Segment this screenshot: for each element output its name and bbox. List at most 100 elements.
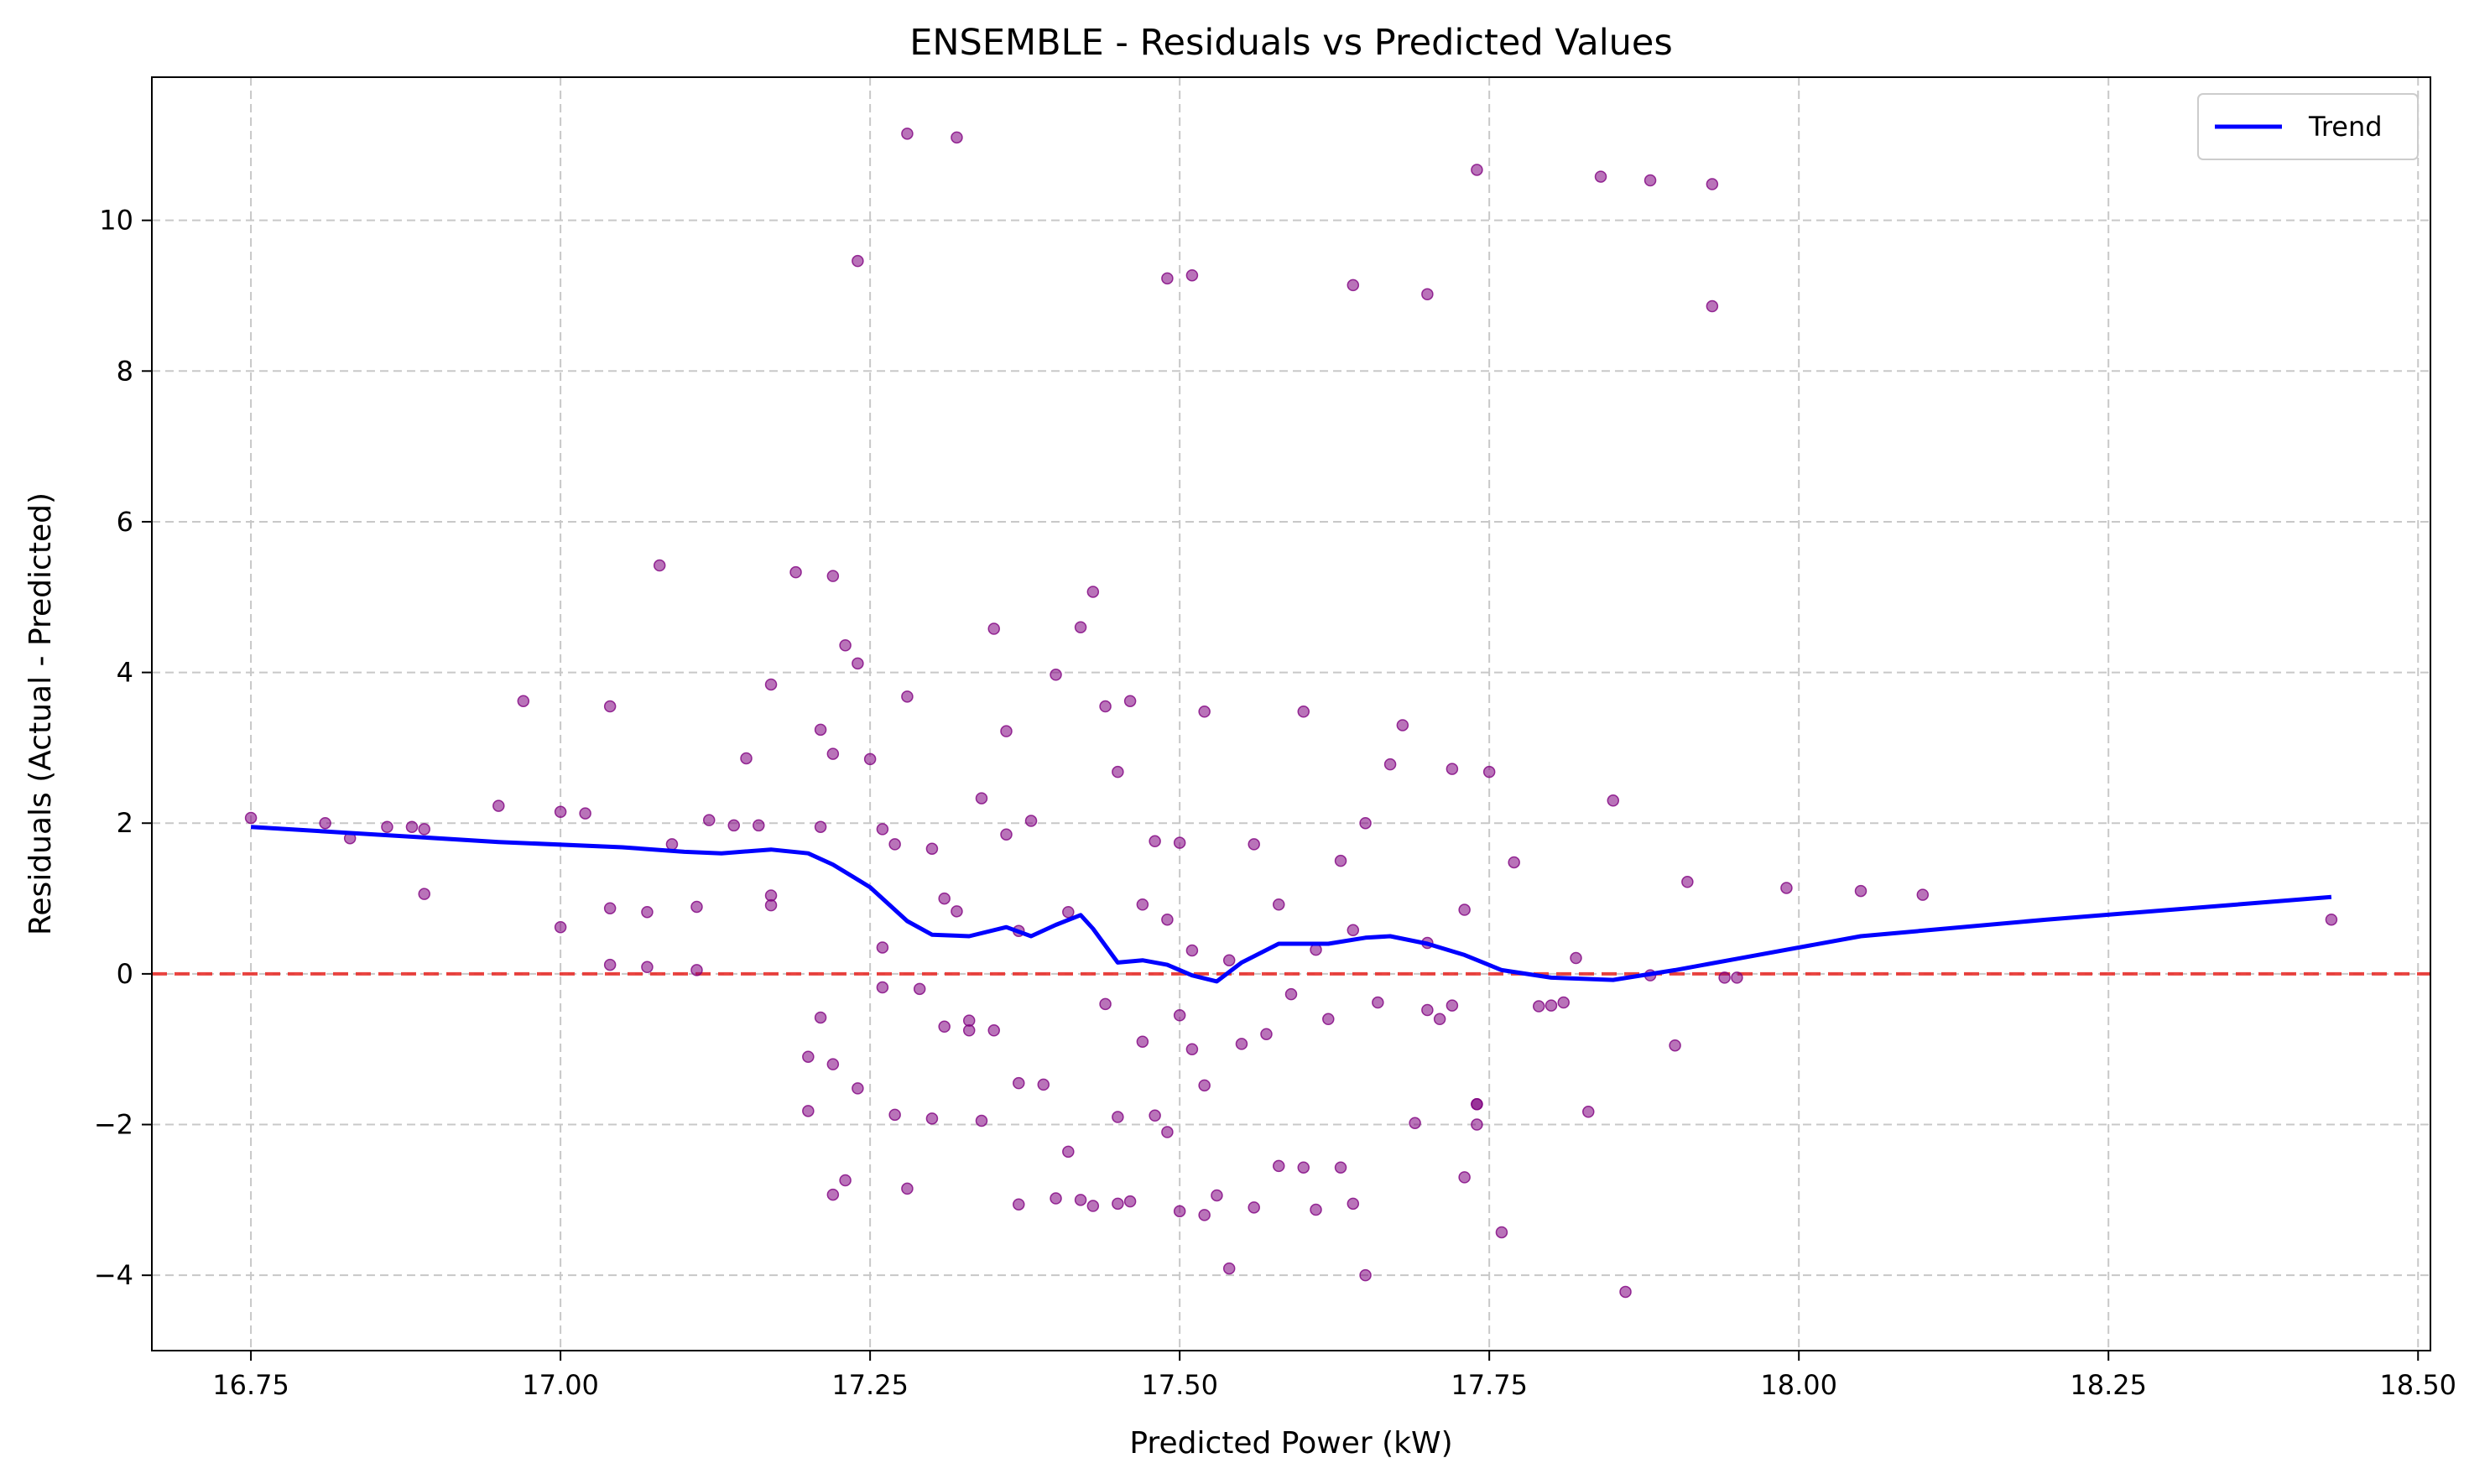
scatter-point bbox=[764, 678, 778, 691]
scatter-point bbox=[1185, 268, 1199, 282]
y-tick-label: −4 bbox=[94, 1259, 133, 1291]
scatter-point bbox=[1050, 669, 1062, 681]
scatter-point bbox=[1284, 987, 1298, 1001]
scatter-point bbox=[1000, 725, 1013, 737]
scatter-point bbox=[951, 905, 963, 918]
scatter-point bbox=[405, 820, 419, 833]
scatter-point bbox=[1347, 279, 1360, 292]
scatter-point bbox=[1669, 1039, 1681, 1052]
scatter-point bbox=[901, 690, 914, 703]
chart-title: ENSEMBLE - Residuals vs Predicted Values bbox=[909, 22, 1673, 64]
scatter-point bbox=[863, 752, 877, 766]
scatter-point bbox=[1409, 1117, 1421, 1129]
trend-line bbox=[250, 825, 2332, 984]
scatter-point bbox=[1471, 1118, 1483, 1131]
scatter-point bbox=[641, 905, 654, 919]
scatter-point bbox=[1372, 996, 1384, 1009]
scatter-point bbox=[839, 1174, 852, 1187]
scatter-point bbox=[1198, 706, 1211, 718]
scatter-point bbox=[1310, 1203, 1322, 1216]
scatter-point bbox=[1322, 1013, 1335, 1026]
scatter-point bbox=[913, 982, 926, 996]
scatter-point bbox=[1718, 971, 1731, 984]
scatter-point bbox=[826, 570, 840, 582]
scatter-point bbox=[1706, 178, 1719, 190]
scatter-point bbox=[1086, 586, 1100, 598]
scatter-point bbox=[1185, 1043, 1199, 1055]
scatter-point bbox=[1222, 954, 1236, 966]
scatter-point bbox=[1013, 1198, 1025, 1211]
x-axis-label: Predicted Power (kW) bbox=[1129, 1426, 1452, 1461]
scatter-point bbox=[901, 128, 914, 140]
scatter-point bbox=[1706, 299, 1719, 313]
scatter-point bbox=[1334, 854, 1347, 867]
legend-label-trend: Trend bbox=[2308, 111, 2383, 143]
scatter-point bbox=[1173, 1009, 1186, 1022]
scatter-point bbox=[1508, 856, 1520, 869]
scatter-point bbox=[554, 920, 567, 934]
scatter-point bbox=[1446, 763, 1459, 775]
scatter-point bbox=[852, 254, 864, 268]
scatter-point bbox=[1421, 1003, 1434, 1017]
scatter-point bbox=[1248, 1201, 1260, 1214]
scatter-point bbox=[1211, 1189, 1223, 1202]
scatter-point bbox=[665, 838, 679, 851]
scatter-point bbox=[653, 559, 666, 572]
scatter-point bbox=[1347, 1197, 1360, 1211]
x-tick-label: 17.75 bbox=[1451, 1369, 1528, 1401]
scatter-point bbox=[517, 695, 530, 707]
scatter-point bbox=[2325, 913, 2338, 926]
scatter-point bbox=[987, 1024, 1000, 1037]
scatter-point bbox=[987, 622, 1000, 635]
scatter-point bbox=[1582, 1106, 1595, 1118]
scatter-point bbox=[244, 811, 258, 825]
grid-layer bbox=[152, 77, 2430, 1351]
scatter-point bbox=[1644, 174, 1657, 187]
scatter-point bbox=[1557, 996, 1570, 1009]
scatter-point bbox=[1532, 1000, 1545, 1013]
scatter-point bbox=[1916, 888, 1930, 901]
x-tick-label: 17.25 bbox=[831, 1369, 909, 1401]
trend-layer bbox=[250, 825, 2332, 984]
scatter-point bbox=[1074, 1194, 1087, 1206]
scatter-point bbox=[852, 657, 864, 670]
scatter-point bbox=[418, 823, 430, 836]
scatter-point bbox=[1854, 884, 1868, 898]
scatter-point bbox=[1731, 971, 1743, 984]
scatter-point bbox=[690, 964, 703, 976]
scatter-point bbox=[1359, 816, 1372, 830]
scatter-point bbox=[579, 807, 591, 820]
scatter-point bbox=[876, 941, 889, 954]
scatter-point bbox=[1780, 882, 1793, 894]
scatter-point bbox=[492, 799, 505, 812]
scatter-point bbox=[1099, 700, 1112, 713]
y-tick-label: −2 bbox=[94, 1109, 133, 1141]
scatter-point bbox=[839, 639, 852, 652]
scatter-point bbox=[1149, 1109, 1161, 1122]
scatter-point bbox=[951, 131, 963, 144]
scatter-point bbox=[1050, 1192, 1062, 1205]
scatter-point bbox=[1619, 1285, 1632, 1299]
scatter-point bbox=[1359, 1268, 1372, 1282]
scatter-point bbox=[1495, 1226, 1508, 1239]
scatter-point bbox=[802, 1105, 815, 1117]
scatter-point bbox=[814, 723, 827, 737]
scatter-point bbox=[901, 1182, 914, 1195]
scatter-point bbox=[1161, 1126, 1174, 1138]
scatter-point bbox=[1248, 838, 1260, 851]
scatter-point bbox=[1260, 1028, 1273, 1040]
y-axis-label: Residuals (Actual - Predicted) bbox=[23, 492, 58, 935]
scatter-point bbox=[1446, 999, 1459, 1012]
scatter-point bbox=[1471, 1098, 1483, 1111]
scatter-point bbox=[1198, 1079, 1211, 1092]
scatter-point bbox=[888, 838, 901, 851]
scatter-point bbox=[554, 805, 567, 819]
scatter-point bbox=[1136, 1035, 1149, 1048]
x-tick-label: 16.75 bbox=[212, 1369, 289, 1401]
scatter-point bbox=[876, 981, 889, 994]
scatter-point bbox=[1482, 765, 1496, 778]
legend-box bbox=[2197, 93, 2419, 160]
scatter-point bbox=[603, 902, 617, 914]
